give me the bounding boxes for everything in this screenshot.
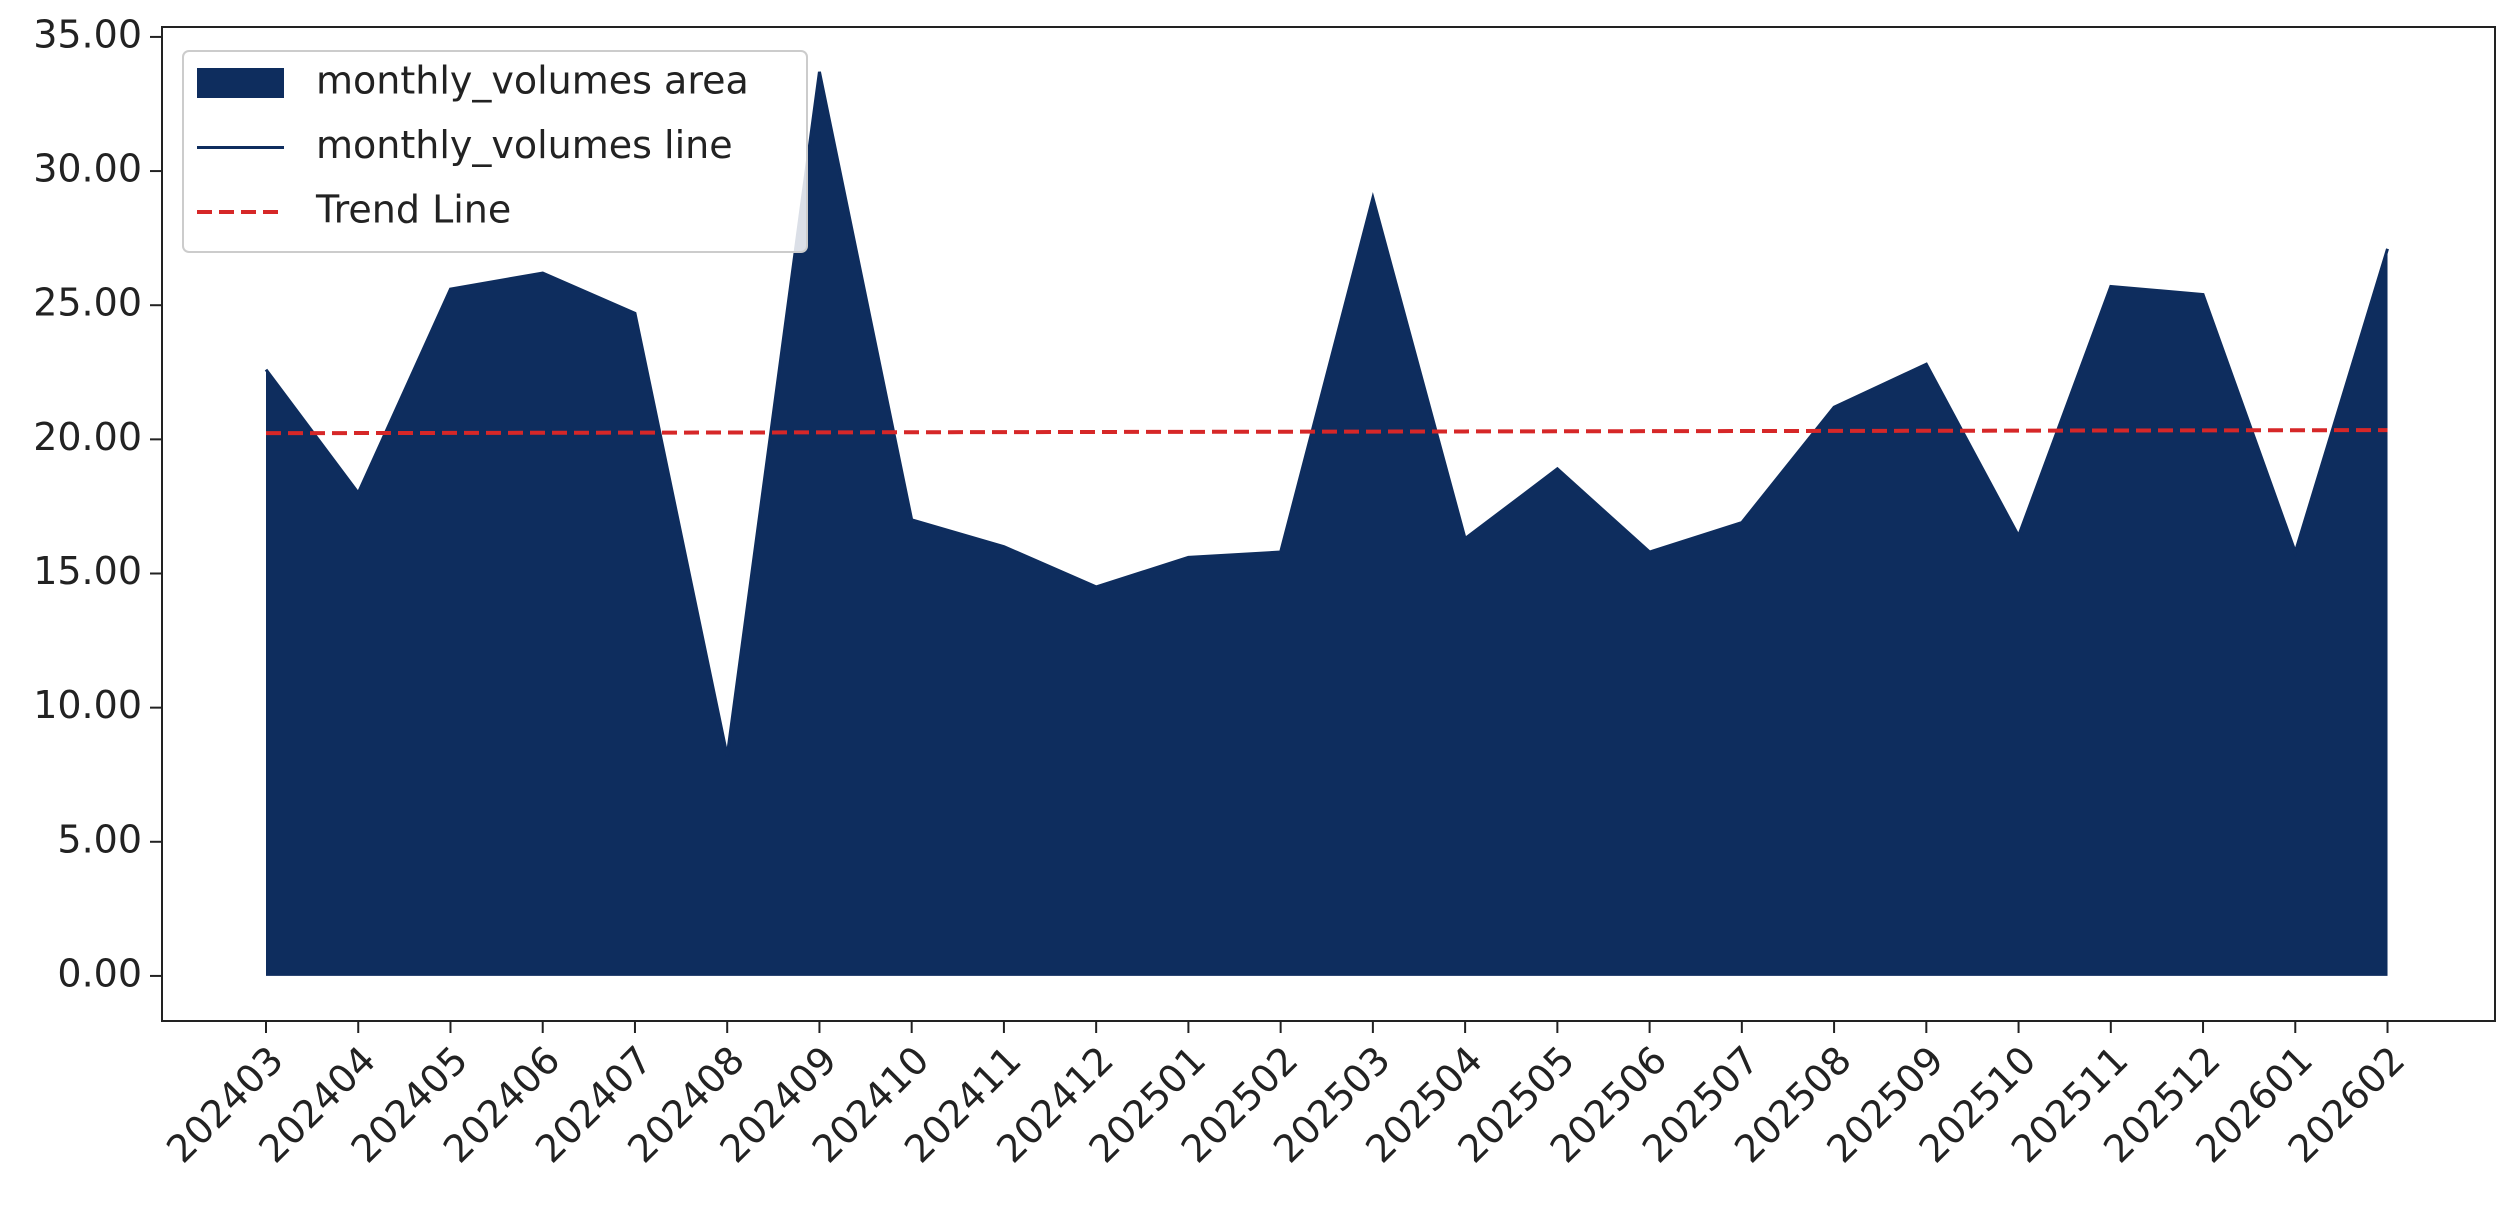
plot-frame [161, 26, 2496, 1022]
y-tick-label: 10.00 [33, 683, 142, 727]
y-tick-label: 5.00 [57, 817, 142, 861]
legend-swatch [197, 68, 284, 98]
legend-label: Trend Line [315, 188, 511, 232]
area [266, 71, 2388, 976]
line [264, 71, 2389, 757]
y-tick-label: 0.00 [57, 951, 142, 995]
y-tick-label: 35.00 [33, 12, 142, 56]
legend-label: monthly_volumes area [316, 59, 749, 103]
legend-label: monthly_volumes line [316, 123, 733, 167]
trend-line [265, 428, 2388, 436]
y-tick-label: 30.00 [33, 147, 142, 191]
y-tick-label: 25.00 [33, 281, 142, 325]
legend-box [182, 50, 808, 253]
legend: monthly_volumes area monthly_volumes line… [182, 50, 808, 253]
y-tick-label: 15.00 [33, 549, 142, 593]
y-tick-label: 20.00 [33, 415, 142, 459]
